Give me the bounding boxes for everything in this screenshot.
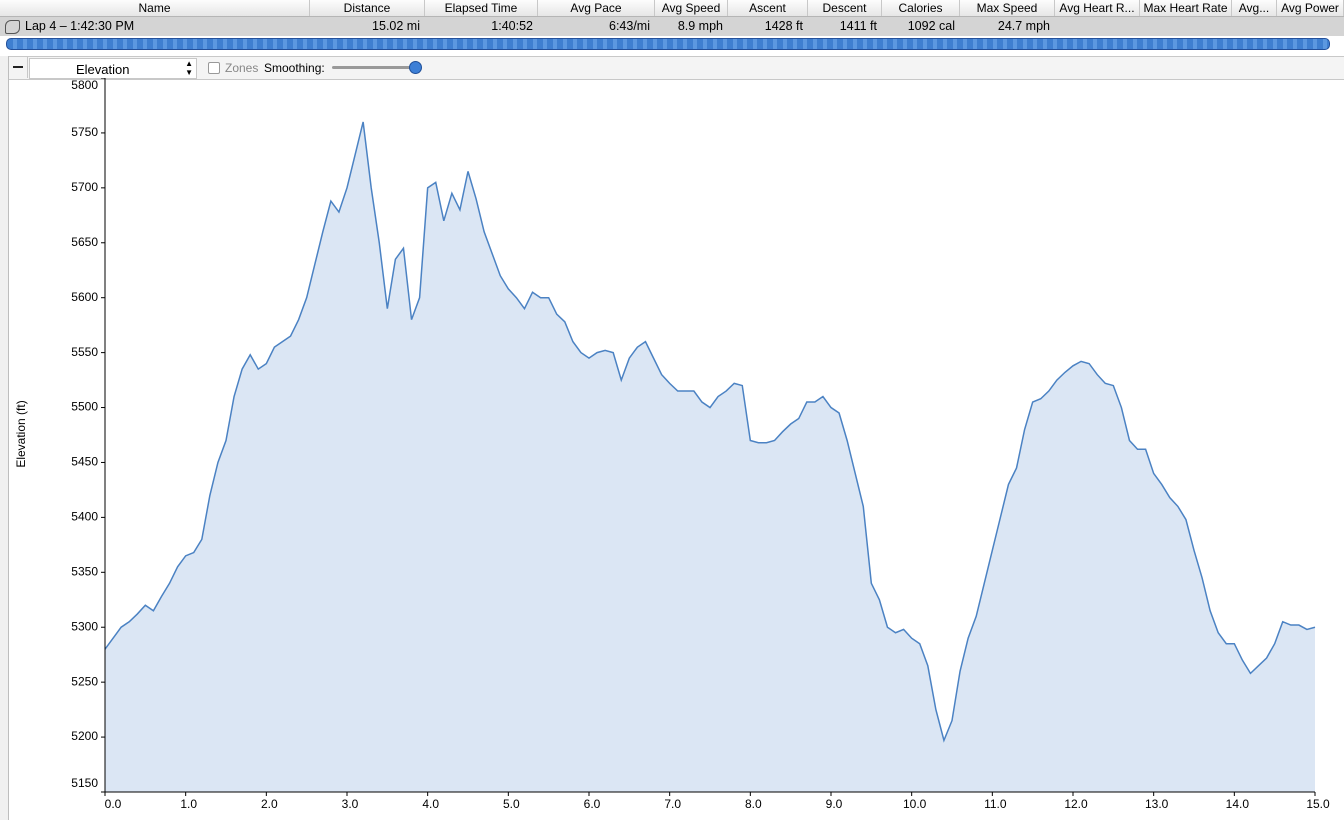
y-tick-label: 5550 bbox=[71, 345, 98, 359]
y-tick-label: 5250 bbox=[71, 674, 98, 688]
y-tick-label: 5450 bbox=[71, 455, 98, 469]
column-header: Avg Power bbox=[1277, 0, 1344, 16]
column-header: Max Heart Rate bbox=[1140, 0, 1232, 16]
table-cell: 1411 ft bbox=[839, 19, 877, 33]
select-arrows: ▲ ▼ bbox=[185, 59, 193, 77]
x-tick-label: 8.0 bbox=[745, 797, 762, 811]
x-tick-label: 13.0 bbox=[1145, 797, 1169, 811]
column-header: Name bbox=[0, 0, 310, 16]
x-tick-label: 14.0 bbox=[1226, 797, 1250, 811]
table-header: Name Distance Elapsed Time Avg Pace Avg Spee… bbox=[0, 0, 1344, 17]
y-tick-label: 5500 bbox=[71, 400, 98, 414]
zones-checkbox[interactable] bbox=[208, 62, 220, 74]
table-cell: 8.9 mph bbox=[677, 19, 723, 33]
x-tick-label: 3.0 bbox=[342, 797, 359, 811]
column-header: Distance bbox=[310, 0, 425, 16]
table-cell: 1:40:52 bbox=[491, 19, 533, 33]
column-header: Avg Heart R... bbox=[1055, 0, 1140, 16]
smoothing-track[interactable] bbox=[332, 66, 420, 69]
scrollbar[interactable] bbox=[6, 38, 1330, 50]
column-header: Ascent bbox=[728, 0, 808, 16]
table-row[interactable]: Lap 4 – 1:42:30 PM 15.02 mi 1:40:52 6:43/mi… bbox=[0, 17, 1344, 36]
y-tick-label: 5650 bbox=[71, 235, 98, 249]
x-tick-label: 10.0 bbox=[903, 797, 927, 811]
table-cell: 24.7 mph bbox=[997, 19, 1050, 33]
collapse-button[interactable] bbox=[9, 57, 28, 78]
splitter[interactable] bbox=[0, 56, 9, 820]
column-header: Avg Pace bbox=[538, 0, 655, 16]
smoothing-label: Smoothing: bbox=[264, 61, 325, 75]
y-tick-label: 5350 bbox=[71, 564, 98, 578]
elevation-chart: 5150 5200 5250 5300 5350 5400 5450 5500 5550 5600… bbox=[14, 78, 1330, 811]
chart-select[interactable]: Elevation ▲ ▼ bbox=[29, 58, 197, 79]
lap-name: Lap 4 – 1:42:30 PM bbox=[25, 19, 135, 33]
table-cell: 1428 ft bbox=[764, 19, 803, 33]
chart-toolbar: Elevation ▲ ▼ Zones Smoothing: bbox=[9, 56, 1344, 80]
lap-icon bbox=[5, 20, 20, 34]
x-tick-label: 11.0 bbox=[984, 797, 1007, 811]
y-tick-label: 5600 bbox=[71, 290, 98, 304]
x-tick-label: 1.0 bbox=[180, 797, 197, 811]
zones-label: Zones bbox=[225, 61, 259, 75]
y-tick-label: 5800 bbox=[71, 78, 98, 92]
x-tick-label: 6.0 bbox=[584, 797, 601, 811]
y-tick-label: 5750 bbox=[71, 125, 98, 139]
x-tick-label: 0.0 bbox=[105, 797, 122, 811]
column-header: Max Speed bbox=[960, 0, 1055, 16]
x-tick-label: 9.0 bbox=[826, 797, 843, 811]
column-header: Avg... bbox=[1232, 0, 1277, 16]
table-cell: 15.02 mi bbox=[372, 19, 420, 33]
x-tick-label: 2.0 bbox=[261, 797, 278, 811]
chart-select-label: Elevation bbox=[76, 62, 130, 77]
column-header: Descent bbox=[808, 0, 882, 16]
table-cell: 1092 cal bbox=[907, 19, 955, 33]
y-tick-label: 5150 bbox=[71, 776, 98, 790]
smoothing-knob[interactable] bbox=[409, 61, 422, 74]
y-tick-label: 5700 bbox=[71, 180, 98, 194]
y-tick-label: 5200 bbox=[71, 729, 98, 743]
x-tick-label: 15.0 bbox=[1306, 797, 1330, 811]
table-cell: 6:43/mi bbox=[609, 19, 650, 33]
x-tick-label: 5.0 bbox=[503, 797, 520, 811]
column-header: Avg Speed bbox=[655, 0, 728, 16]
elevation-line bbox=[104, 121, 1316, 743]
y-tick-label: 5300 bbox=[71, 619, 98, 633]
y-tick-label: 5400 bbox=[71, 510, 98, 524]
column-header: Elapsed Time bbox=[425, 0, 538, 16]
area-fill bbox=[105, 121, 1315, 792]
y-axis-label: Elevation (ft) bbox=[14, 400, 28, 467]
x-tick-label: 4.0 bbox=[422, 797, 439, 811]
column-header: Calories bbox=[882, 0, 960, 16]
x-tick-label: 12.0 bbox=[1064, 797, 1088, 811]
x-tick-label: 7.0 bbox=[664, 797, 681, 811]
